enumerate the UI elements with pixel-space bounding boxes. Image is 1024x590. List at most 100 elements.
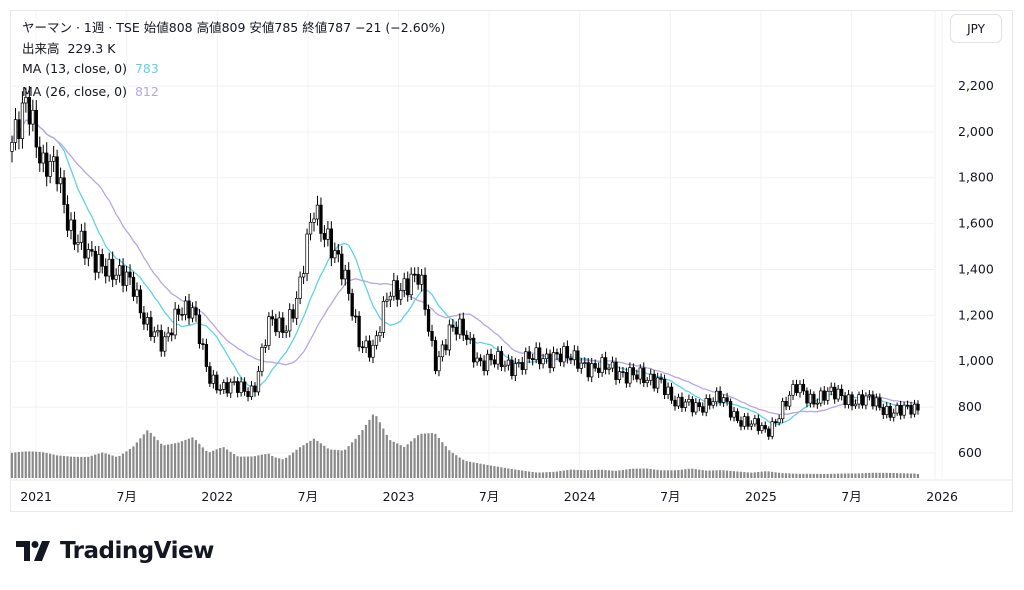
volume-bar [364, 424, 368, 478]
candle-up [649, 373, 653, 381]
candle-down [65, 204, 70, 231]
candle-down [510, 359, 514, 376]
candle-up [239, 381, 243, 393]
candle-up [583, 362, 587, 364]
volume-bar [371, 414, 375, 478]
candle-down [225, 382, 229, 394]
candle-down [465, 334, 469, 340]
volume-bar [42, 452, 45, 478]
candle-up [117, 265, 122, 276]
volume-bar [729, 470, 732, 478]
volume-bar [705, 470, 708, 478]
candle-up [496, 351, 500, 365]
candle-up [381, 301, 386, 333]
volume-bar [701, 470, 704, 478]
volume-bar [656, 469, 659, 478]
candle-up [787, 394, 792, 407]
candle-up [249, 385, 254, 398]
candle-down [138, 289, 143, 314]
candle-up [24, 97, 28, 104]
volume-bar [628, 468, 631, 478]
volume-bar [743, 472, 746, 478]
volume-bar [455, 455, 458, 478]
candle-up [378, 332, 382, 337]
volume-bar [555, 471, 558, 478]
price-chart[interactable]: 2,200 2,000 1,800 1,600 1,400 1,200 1,000 800 60… [0, 0, 1024, 515]
volume-bar [732, 471, 736, 478]
volume-bar [229, 451, 232, 478]
candle-up [218, 389, 222, 391]
volume-bar [399, 445, 402, 478]
volume-bar [843, 473, 847, 478]
candle-down [774, 421, 778, 424]
candle-down [55, 156, 59, 185]
candle-up [579, 362, 583, 369]
ma26-legend: MA (26, close, 0) 812 [22, 84, 159, 99]
volume-bar [757, 471, 760, 478]
volume-bar [541, 472, 545, 478]
currency-button[interactable]: JPY [950, 14, 1002, 43]
candle-down [416, 274, 420, 285]
candle-down [662, 379, 667, 395]
candle-down [520, 362, 524, 370]
volume-bar [583, 470, 586, 478]
volume-bar [24, 451, 27, 478]
candle-up [399, 290, 403, 300]
volume-bar [493, 466, 496, 478]
volume-bar [906, 473, 909, 478]
candle-down [878, 397, 882, 408]
candle-down [725, 397, 729, 402]
volume-bar [406, 444, 409, 478]
candle-up [364, 340, 368, 348]
volume-bar [909, 473, 913, 478]
volume-bar [722, 470, 725, 478]
volume-bar [243, 456, 246, 478]
candle-down [180, 314, 184, 316]
candle-down [406, 278, 410, 296]
candle-down [395, 280, 399, 300]
candle-down [482, 360, 486, 372]
volume-bar [350, 442, 354, 478]
volume-bar [857, 473, 860, 478]
candle-down [659, 377, 663, 380]
volume-bar [413, 438, 416, 478]
tradingview-logo[interactable]: TradingView [16, 538, 214, 564]
candle-down [350, 293, 354, 317]
volume-bar [864, 473, 867, 478]
volume-bar [194, 440, 197, 478]
candle-up [52, 156, 56, 162]
volume-bar [458, 457, 461, 478]
volume-bar [809, 473, 812, 478]
volume-bar [368, 419, 371, 478]
volume-bar [375, 416, 378, 478]
volume-bar [28, 451, 31, 478]
candle-down [614, 361, 618, 380]
candle-down [38, 146, 42, 164]
candle-up [704, 398, 708, 413]
candle-up [902, 404, 906, 416]
x-tick-label: 7月 [479, 489, 499, 504]
candle-up [867, 394, 872, 397]
volume-bar [392, 441, 395, 478]
candle-up [572, 350, 576, 361]
volume-bar [694, 469, 697, 478]
candle-up [864, 395, 868, 406]
candle-up [468, 337, 472, 340]
candle-down [728, 401, 733, 418]
volume-bar [323, 445, 326, 478]
volume-bar [107, 454, 111, 478]
volume-bar [222, 447, 225, 478]
candle-up [687, 399, 691, 403]
volume-bar [305, 443, 309, 478]
volume-bar [889, 472, 892, 478]
volume-bar [66, 456, 69, 478]
candle-up [229, 381, 233, 394]
volume-bar [691, 468, 694, 478]
candle-up [419, 274, 424, 285]
candle-up [819, 390, 823, 404]
volume-bar [496, 466, 499, 478]
candle-down [413, 273, 417, 276]
candle-up [617, 371, 622, 380]
candle-up [645, 380, 649, 384]
candle-up [517, 362, 521, 364]
